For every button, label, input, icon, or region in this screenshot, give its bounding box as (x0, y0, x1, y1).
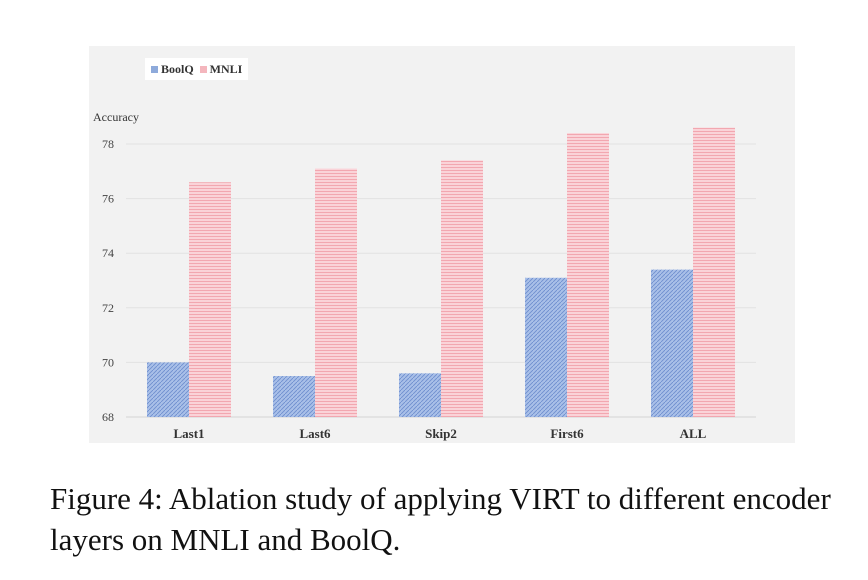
y-tick-labels: 68 70 72 74 76 78 (102, 137, 114, 424)
x-tick-label-last6: Last6 (299, 426, 331, 441)
x-tick-label-all: ALL (680, 426, 707, 441)
bar-mnli-last1 (189, 182, 231, 417)
bar-chart: 68 70 72 74 76 78 Last1 Last6 Skip2 First6 ALL (102, 127, 756, 441)
bar-mnli-first6 (567, 133, 609, 417)
bar-boolq-first6 (525, 277, 567, 417)
legend-item-mnli: MNLI (199, 61, 243, 77)
legend: BoolQ MNLI (145, 58, 249, 80)
y-axis-title: Accuracy (93, 110, 139, 124)
y-tick-label-70: 70 (102, 355, 114, 369)
x-tick-label-first6: First6 (550, 426, 584, 441)
y-tick-label-76: 76 (102, 192, 114, 206)
chart-panel: 68 70 72 74 76 78 Last1 Last6 Skip2 First6 ALL Bo… (89, 46, 795, 443)
legend-swatch-boolq (151, 65, 158, 73)
bar-boolq-skip2 (399, 373, 441, 417)
y-tick-label-74: 74 (102, 246, 114, 260)
bar-boolq-all (651, 269, 693, 417)
y-tick-label-72: 72 (102, 301, 114, 315)
y-tick-label-78: 78 (102, 137, 114, 151)
bar-boolq-last1 (147, 362, 189, 417)
x-tick-label-last1: Last1 (173, 426, 204, 441)
bars (147, 127, 735, 418)
legend-label-mnli: MNLI (209, 61, 243, 76)
figure-caption: Figure 4: Ablation study of applying VIR… (50, 481, 831, 557)
legend-swatch-mnli (199, 65, 207, 73)
y-tick-label-68: 68 (102, 410, 114, 424)
bar-mnli-all (693, 127, 735, 418)
bar-mnli-last6 (315, 168, 357, 417)
x-tick-labels: Last1 Last6 Skip2 First6 ALL (173, 426, 706, 441)
legend-item-boolq: BoolQ (151, 62, 194, 77)
legend-label-boolq: BoolQ (161, 61, 194, 76)
x-tick-label-skip2: Skip2 (425, 426, 457, 441)
bar-mnli-skip2 (441, 160, 483, 417)
bar-boolq-last6 (273, 376, 315, 417)
